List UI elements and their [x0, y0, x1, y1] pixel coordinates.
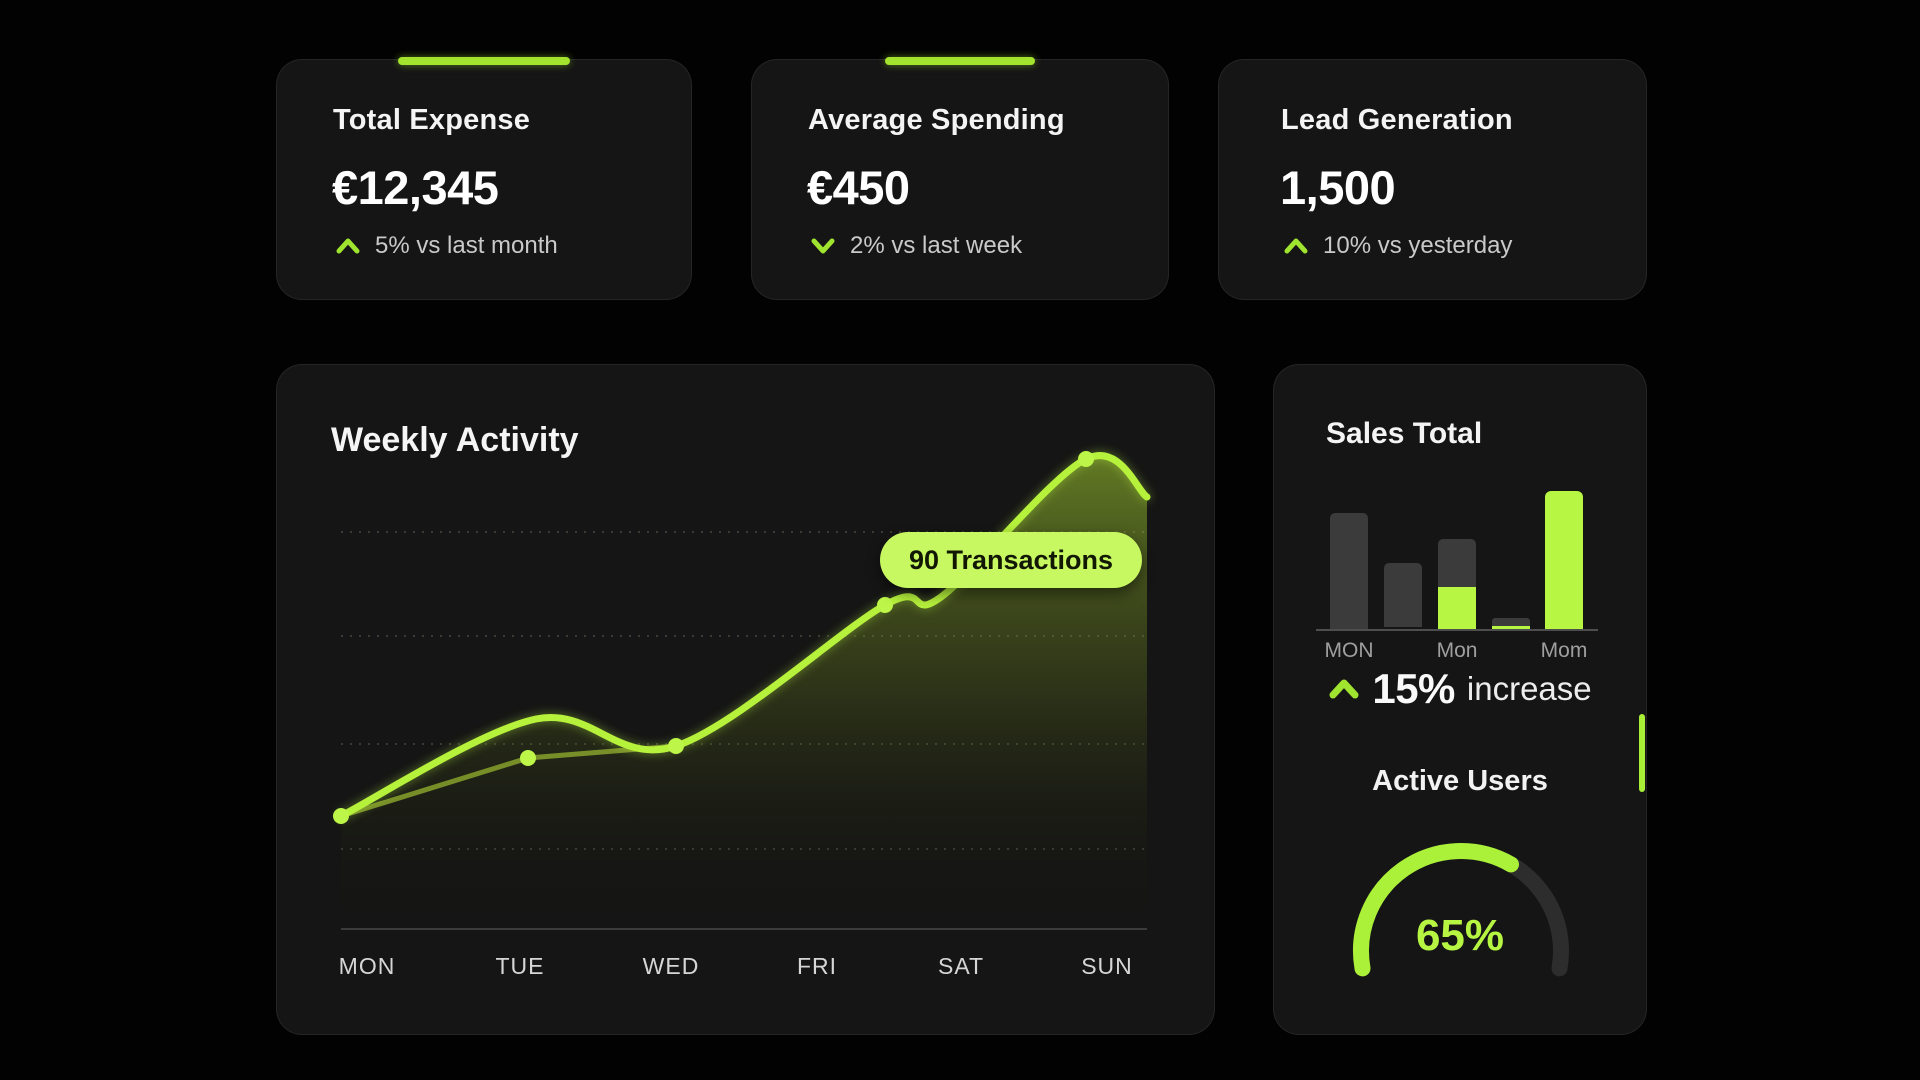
bar-label-3: Mom — [1540, 639, 1588, 662]
sales-bar — [1330, 513, 1368, 630]
data-point — [668, 738, 684, 754]
stat-title: Average Spending — [808, 104, 1065, 136]
bar-label-2: Mon — [1436, 639, 1478, 662]
gauge-value: 65% — [1415, 911, 1505, 960]
stat-value: €450 — [807, 161, 910, 214]
bar-label-1: MON — [1324, 639, 1374, 662]
stat-title: Lead Generation — [1281, 104, 1513, 136]
sales-bar-chart — [1274, 365, 1646, 1034]
stat-title: Total Expense — [333, 104, 531, 136]
chevron-up-icon — [1329, 679, 1359, 699]
sales-bar — [1545, 491, 1583, 629]
sales-bar — [1492, 626, 1530, 629]
x-axis-label-sat: SAT — [937, 953, 985, 979]
sales-bar — [1438, 587, 1476, 629]
sales-total-card: Sales Total MON Mon Mom 15% increase Act… — [1273, 364, 1647, 1035]
stat-trend-label: 2% vs last week — [850, 232, 1023, 259]
weekly-activity-title: Weekly Activity — [331, 421, 579, 459]
stat-value: €12,345 — [332, 161, 499, 214]
x-axis-label-tue: TUE — [495, 953, 545, 979]
sales-trend-label: increase — [1466, 670, 1592, 707]
x-axis-label-mon: MON — [338, 953, 396, 979]
x-axis-label-fri: FRI — [796, 953, 838, 979]
bar-chart-baseline — [1316, 629, 1598, 631]
stat-value: 1,500 — [1280, 161, 1396, 214]
data-point — [333, 808, 349, 824]
chevron-down-icon — [811, 238, 835, 254]
card-accent-tab — [398, 57, 570, 65]
chevron-up-icon — [1284, 238, 1308, 254]
chart-tooltip-label: 90 Transactions — [908, 544, 1114, 575]
stat-card-lead-generation: Lead Generation 1,500 10% vs yesterday — [1218, 59, 1647, 300]
x-axis-label-wed: WED — [642, 953, 700, 979]
weekly-activity-card: Weekly Activity 90 Transactions MON TUE … — [276, 364, 1215, 1035]
sales-trend: 15% increase — [1274, 665, 1646, 713]
data-point — [1078, 451, 1094, 467]
stat-trend: 10% vs yesterday — [1283, 232, 1512, 260]
data-point — [877, 597, 893, 613]
sales-total-title: Sales Total — [1326, 417, 1483, 450]
stat-trend: 2% vs last week — [810, 232, 1022, 260]
card-accent-tab — [885, 57, 1035, 65]
stat-trend-label: 5% vs last month — [375, 232, 558, 259]
sales-trend-value: 15% — [1372, 665, 1455, 712]
stat-trend: 5% vs last month — [335, 232, 558, 260]
weekly-activity-line-chart[interactable] — [333, 441, 1151, 933]
stat-trend-label: 10% vs yesterday — [1323, 232, 1513, 259]
active-users-gauge — [1353, 843, 1569, 977]
chart-tooltip: 90 Transactions — [880, 532, 1142, 588]
sales-bar — [1384, 563, 1422, 627]
scrollbar-thumb[interactable] — [1639, 714, 1645, 792]
sales-bar — [1438, 539, 1476, 587]
data-point — [520, 750, 536, 766]
stat-card-average-spending: Average Spending €450 2% vs last week — [751, 57, 1169, 300]
active-users-title: Active Users — [1372, 765, 1548, 797]
x-axis-label-sun: SUN — [1081, 953, 1133, 979]
chevron-up-icon — [336, 238, 360, 254]
sales-bar — [1492, 618, 1530, 626]
stat-card-total-expense: Total Expense €12,345 5% vs last month — [276, 57, 692, 300]
